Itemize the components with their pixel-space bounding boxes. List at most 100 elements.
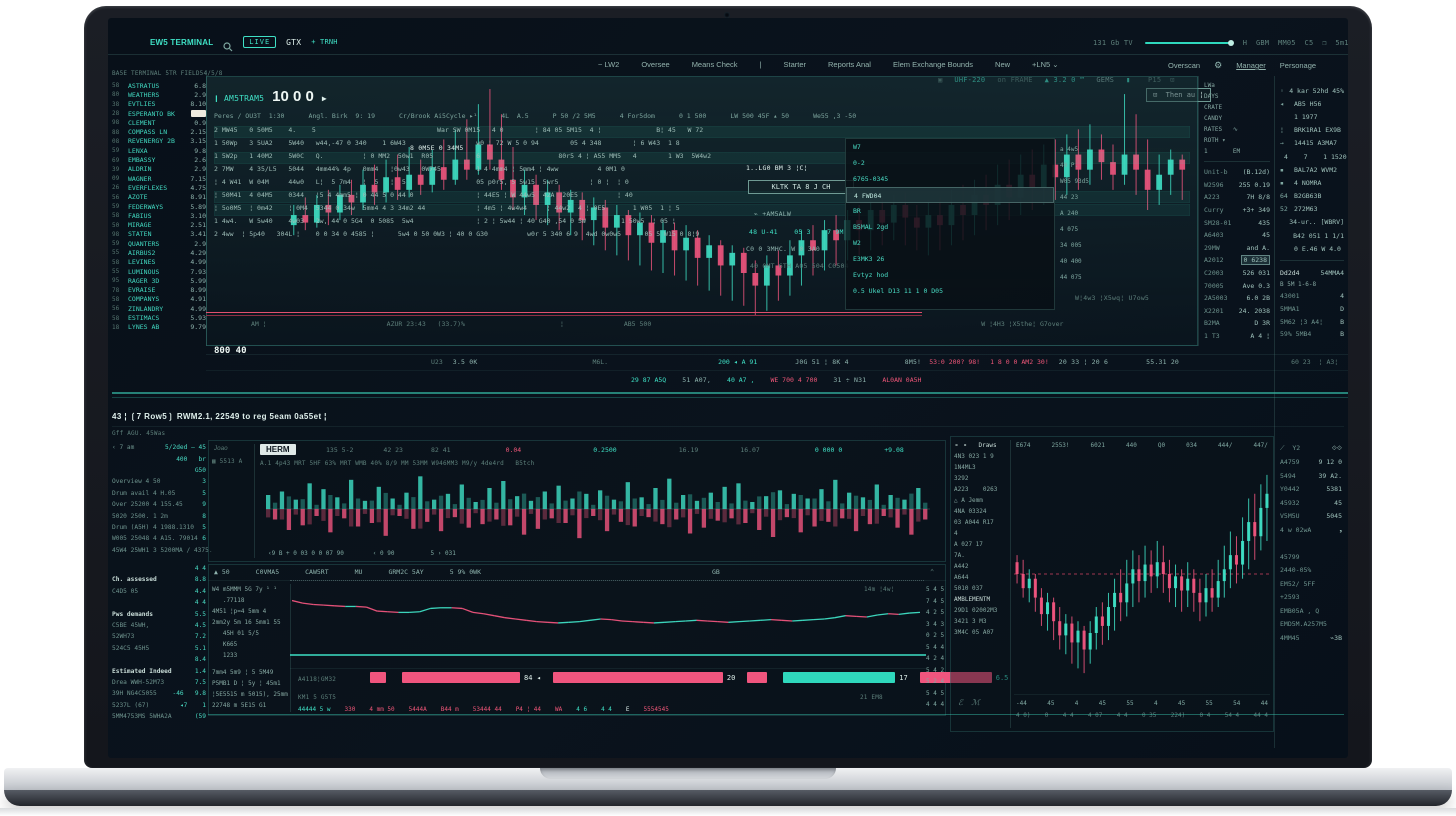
- far-right-row[interactable]: 64 B2GB63B: [1280, 190, 1344, 203]
- main-table-row[interactable]: 2 7MW 4 35/L5 5044 4mm44% 4p 0mm4 ¦0w43 …: [214, 165, 625, 173]
- indicator-sidebar-row[interactable]: 45H 01 5/5: [212, 630, 259, 637]
- right-mid-kv-row[interactable]: SM28-01 435: [1204, 216, 1270, 229]
- main-table-row[interactable]: 1 4w4. W 5w40 4w03 2w, 44 0 5G4 0 5085 5…: [214, 217, 676, 225]
- secondary-sidebar-row[interactable]: 3292: [954, 475, 969, 482]
- secondary-sidebar-row[interactable]: A223 0263: [954, 486, 998, 493]
- far-right-row[interactable]: → 14415 A3MA7: [1280, 137, 1344, 150]
- right-mid-mini-item[interactable]: ROTH ▾: [1204, 137, 1226, 144]
- dropdown-item[interactable]: 4 FWD04: [846, 187, 1054, 203]
- watchlist-row[interactable]: 69 EMBASSY 2.6: [112, 155, 206, 164]
- zoom-slider[interactable]: [1144, 39, 1234, 46]
- bottom-left-row[interactable]: 45W4 25WH1 3 5200MA / 4375.: [112, 545, 213, 556]
- watchlist-row[interactable]: 58 ASTRATUS 6.8: [112, 81, 206, 90]
- far-right-bottom-row[interactable]: A4759 9 12 0: [1280, 456, 1342, 470]
- indicator-sidebar-row[interactable]: 2mm2y 5m 16 5mm1 55: [212, 619, 281, 626]
- right-mid-kv-row[interactable]: 2A5003 6.0 2B: [1204, 292, 1270, 305]
- indicator-sidebar-row[interactable]: 22748 m 5E15 G1: [212, 702, 267, 709]
- right-mid-mini-item[interactable]: CRATE: [1204, 104, 1223, 111]
- indicator-sidebar-row[interactable]: 4M51 ¦p=4 5mm 4: [212, 608, 267, 615]
- watchlist-row[interactable]: 39 ALDRIN 2.9: [112, 165, 206, 174]
- live-badge[interactable]: LIVE: [243, 36, 277, 48]
- far-right-bottom-row[interactable]: ⟋ Y2 ⟐⟐: [1280, 442, 1342, 456]
- secondary-sidebar-row[interactable]: 7A.: [954, 552, 965, 559]
- watchlist-row[interactable]: 26 EVERFLEXES 4.75: [112, 183, 206, 192]
- bottom-left-row[interactable]: 5020 2500. 1 2m 8: [112, 510, 206, 521]
- menu-item[interactable]: ~ LW2: [598, 60, 620, 69]
- secondary-sidebar-row[interactable]: A 027 17: [954, 541, 983, 548]
- bottom-left-row[interactable]: ‹ 7 am 5/2ded – 45: [112, 442, 206, 453]
- bottom-left-row[interactable]: Drum (A5H) 4 1988.1310 5: [112, 522, 206, 533]
- secondary-sidebar-row[interactable]: 4N3 023 1 9: [954, 453, 994, 460]
- bottom-left-row[interactable]: 5237L (67) ◂7 1: [112, 700, 206, 711]
- right-mid-kv-row[interactable]: 29MW and A.: [1204, 242, 1270, 255]
- secondary-sidebar-row[interactable]: 4NA 03324: [954, 508, 987, 515]
- volume-bar-chart[interactable]: [266, 470, 930, 548]
- menu-item[interactable]: Reports Anal: [828, 60, 871, 69]
- far-right-bottom-row[interactable]: EMB05A , Q: [1280, 604, 1342, 618]
- right-mid-kv-row[interactable]: 1 T3 A 4 ¦: [1204, 330, 1270, 343]
- watchlist-row[interactable]: 98 STATEN 3.41: [112, 230, 206, 239]
- bottom-left-row[interactable]: G50: [112, 465, 206, 476]
- gear-icon[interactable]: ⚙: [1214, 60, 1223, 70]
- dropdown-item[interactable]: B5MAL 2gd: [853, 223, 889, 231]
- bottom-left-row[interactable]: Drea WWH-52M73 7.5: [112, 677, 206, 688]
- bottom-left-row[interactable]: C5BE 45WH, 4.5: [112, 620, 206, 631]
- gauge-bar[interactable]: [370, 672, 386, 683]
- watchlist-row[interactable]: 18 LYNES AB 9.79: [112, 323, 206, 332]
- far-right-row[interactable]: 34-ur.. [WBRV]: [1280, 216, 1344, 229]
- right-mid-kv-row[interactable]: C2003 526 031: [1204, 267, 1270, 280]
- bottom-left-row[interactable]: 5MM4753MS 5WHA2A (59: [112, 711, 206, 722]
- secondary-sidebar-row[interactable]: △ A Jemm: [954, 497, 983, 504]
- main-table-row[interactable]: 2 MW45 0 50M5 4. 5 War SW 0M15 4 0 ¦ 84 …: [214, 126, 1190, 138]
- bottom-left-row[interactable]: 524C5 45H5 5.1: [112, 643, 206, 654]
- indicator-sidebar-row[interactable]: 1233: [212, 652, 238, 659]
- toolbar-tab[interactable]: ▲ 50: [214, 568, 230, 576]
- far-right-table-row[interactable]: 59% 5MB4 B: [1280, 328, 1344, 341]
- gauge-bar[interactable]: [552, 672, 723, 683]
- secondary-sidebar-row[interactable]: 3421 3 M3: [954, 618, 987, 625]
- right-mid-mini-item[interactable]: CANDY: [1204, 115, 1223, 122]
- right-mid-kv-row[interactable]: A223 7H 8/8: [1204, 191, 1270, 204]
- secondary-sidebar-row[interactable]: 1N4ML3: [954, 464, 976, 471]
- dropdown-item[interactable]: 0.5 Ukel D13 11 1 0 D05: [853, 287, 944, 295]
- indicator-sidebar-row[interactable]: P5MB1 D ¦ 5y ¦ 45m1: [212, 680, 281, 687]
- right-mid-kv-row[interactable]: A6403 45: [1204, 229, 1270, 242]
- right-mid-mini-item[interactable]: DAYS: [1204, 93, 1219, 100]
- indicator-sidebar-row[interactable]: 7mm4 5m9 ¦ 5 5M49: [212, 669, 274, 676]
- menu-item-personage[interactable]: Personage: [1279, 61, 1317, 70]
- menu-item-overscan[interactable]: Overscan: [1168, 61, 1201, 70]
- far-right-row[interactable]: ▪ BAL7A2 WVM2: [1280, 163, 1344, 176]
- main-table-row[interactable]: 2 4ww ¦ 5p40 304L ¦ 0 0 34 0 4585 ¦ 5w4 …: [214, 230, 700, 238]
- watchlist-row[interactable]: 78 EVRAISE 8.99: [112, 286, 206, 295]
- watchlist-row[interactable]: 58 COMPANYS 4.91: [112, 295, 206, 304]
- far-right-bottom-row[interactable]: EMD5M.A257M5: [1280, 618, 1342, 632]
- bottom-left-row[interactable]: 52WH73 7.2: [112, 631, 206, 642]
- far-right-row[interactable]: ¦ BRK1RA1 EX9B: [1280, 124, 1344, 137]
- watchlist-row[interactable]: 98 CLEMENT 0.9: [112, 118, 206, 127]
- bottom-symbol-box[interactable]: HERM: [260, 444, 296, 455]
- far-right-bottom-row[interactable]: EM52/ 5FF: [1280, 577, 1342, 591]
- dropdown-item[interactable]: Evtyz hod: [853, 271, 889, 279]
- far-right-row[interactable]: 0 E.46 W 4.0: [1280, 242, 1344, 255]
- dropdown-item[interactable]: 6765-0345: [853, 175, 889, 183]
- menu-item[interactable]: Oversee: [641, 60, 670, 69]
- gauge-bar[interactable]: [747, 672, 768, 683]
- watchlist-row[interactable]: 28 ESPERANTO BK: [112, 109, 206, 118]
- watchlist-row[interactable]: 88 COMPASS LN 2.15: [112, 127, 206, 136]
- far-right-table-row[interactable]: 5M62 ¦3 A4¦ B: [1280, 315, 1344, 328]
- bottom-left-row[interactable]: Over 25200 4 155.45 9: [112, 499, 206, 510]
- menu-item[interactable]: |: [759, 60, 762, 69]
- main-table-row[interactable]: ¦ 4 W41 W 04M 44w0 L¦ 5 7m4 ¦ 5 ¦ 5 05 p…: [214, 178, 629, 186]
- far-right-row[interactable]: ▪ 4 NOMRA: [1280, 176, 1344, 189]
- watchlist-row[interactable]: 38 EVTLIES 8.10: [112, 100, 206, 109]
- far-right-bottom-row[interactable]: V5M5U 5045: [1280, 510, 1342, 524]
- indicator-sidebar-row[interactable]: W4 m5MMM 5G 7y ¹ ¹: [212, 586, 278, 593]
- play-icon[interactable]: ▶: [321, 94, 327, 103]
- secondary-sidebar-row[interactable]: A644: [954, 574, 969, 581]
- secondary-sidebar-row[interactable]: ⚬ ⚬ Draws: [954, 442, 997, 449]
- toolbar-tab[interactable]: C0VMA5: [255, 568, 280, 576]
- indicator-sidebar-row[interactable]: ¦5E5515 m 5015), 25mm4: [212, 691, 288, 698]
- toolbar-tab[interactable]: 5 9% 0WK: [449, 568, 481, 576]
- far-right-row[interactable]: 4 7 1 1520: [1280, 150, 1347, 163]
- menu-item[interactable]: New: [995, 60, 1011, 69]
